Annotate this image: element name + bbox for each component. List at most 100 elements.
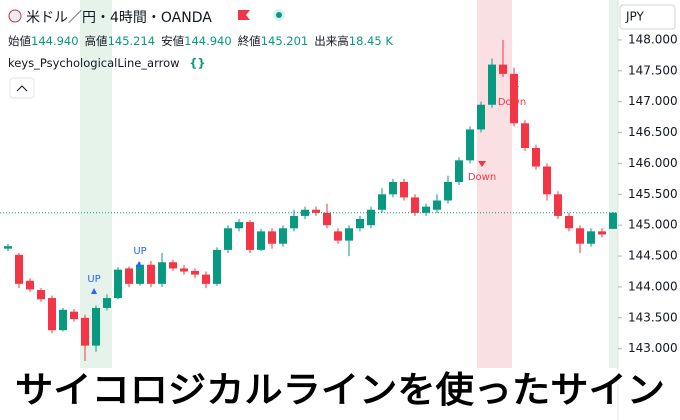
candle-body [246,222,254,250]
candle-body [323,212,331,226]
candle-body [224,228,232,250]
candle-body [488,64,496,105]
y-tick-label: 147.500 [628,63,678,77]
status-dot-core [276,12,282,18]
y-tick-label: 144.500 [628,249,678,263]
candle-body [191,270,199,275]
candle-body [422,206,430,213]
candle-body [466,129,474,161]
candle-body [334,231,342,241]
ohlc-label: 終値 [237,34,261,48]
candle-body [202,274,210,284]
symbol-title: 米ドル／円・4時間・OANDA [26,10,212,26]
candle-body [411,197,419,213]
candle-body [26,280,34,290]
y-tick-label: 143.500 [628,310,678,324]
up-arrow [136,261,142,267]
candle-body [455,160,463,182]
currency-select[interactable] [619,4,676,30]
candle-body [279,228,287,244]
candle-body [81,317,89,346]
candle-body [367,209,375,226]
y-tick-label: 147.000 [628,94,678,108]
candle-body [235,222,243,229]
candle-body [576,228,584,244]
candle-body [257,231,265,250]
candle-body [268,231,276,244]
signal-label: UP [133,246,146,257]
candle-body [532,147,540,167]
ohlc-label: 高値 [84,34,108,48]
candle-body [4,246,12,249]
price-axis: 143.000 143.500 144.000 144.500 145.000 145.5… [618,32,678,355]
candle-body [15,254,23,284]
y-tick-label: 148.000 [628,32,678,46]
plot [0,39,618,362]
buy-zone [609,0,618,368]
ohlc-label: 始値 [8,34,31,48]
ohlc-label: 安値 [161,34,185,48]
candle-body [356,219,364,229]
candle-body [510,73,518,124]
ohlc-row: 始値144.940 高値145.214 安値144.940 終値145.201 出来高1… [8,33,399,49]
collapse-button[interactable] [9,77,35,99]
y-tick-label: 143.000 [628,341,678,355]
ohlc-value: 144.940 [184,34,232,48]
candle-body [312,209,320,213]
chevron [16,85,28,92]
candle-body [290,215,298,229]
indicator-row: keys_PsychologicalLine_arrow {} [8,56,206,70]
candle-body [59,309,67,331]
up-arrow [91,288,97,294]
candle-body [301,209,309,216]
candle-body [400,181,408,198]
candle-body [345,228,353,241]
candle-body [598,231,606,235]
candle-body [444,181,452,201]
source-icon[interactable]: {} [189,56,206,70]
caption: サイコロジカルラインを使ったサイン [15,370,665,411]
ohlc-value: 144.940 [31,34,79,48]
candle-body [147,264,155,284]
candle-body [543,166,551,195]
y-tick-label: 146.000 [628,156,678,170]
y-tick-label: 145.000 [628,218,678,232]
y-tick-label: 145.500 [628,187,678,201]
candle-body [389,181,397,195]
signal-label: Down [468,172,496,183]
candle-body [70,311,78,320]
flag-marker[interactable] [238,10,250,20]
ohlc-label: 出来高 [314,34,349,48]
candle-body [213,249,221,284]
candle-body [114,269,122,299]
candle-body [180,268,188,272]
ohlc-value: 145.214 [107,34,156,48]
candle-body [103,298,111,308]
candle-body [37,290,45,300]
currency: JPY [625,10,645,24]
candle-body [169,262,177,269]
candle-body [565,215,573,229]
y-tick-label: 144.000 [628,279,678,293]
candle-body [136,264,144,284]
y-tick-label: 146.500 [628,125,678,139]
down-arrow [478,161,486,167]
candle-body [477,104,485,130]
candle-body [554,194,562,216]
candle-body [48,298,56,331]
signal-label: UP [87,274,100,285]
signal-label: Down [498,97,526,108]
flag-icon [8,9,22,23]
candle-body [499,64,507,74]
sell-zone [477,0,512,368]
candle-body [521,123,529,148]
candle-body [92,307,100,346]
ohlc-value: 18.45 K [348,34,393,48]
candle-body [158,262,166,284]
down-arrow [511,86,519,92]
candle-body [609,212,617,229]
candle-body [125,268,133,284]
candle-body [433,200,441,210]
